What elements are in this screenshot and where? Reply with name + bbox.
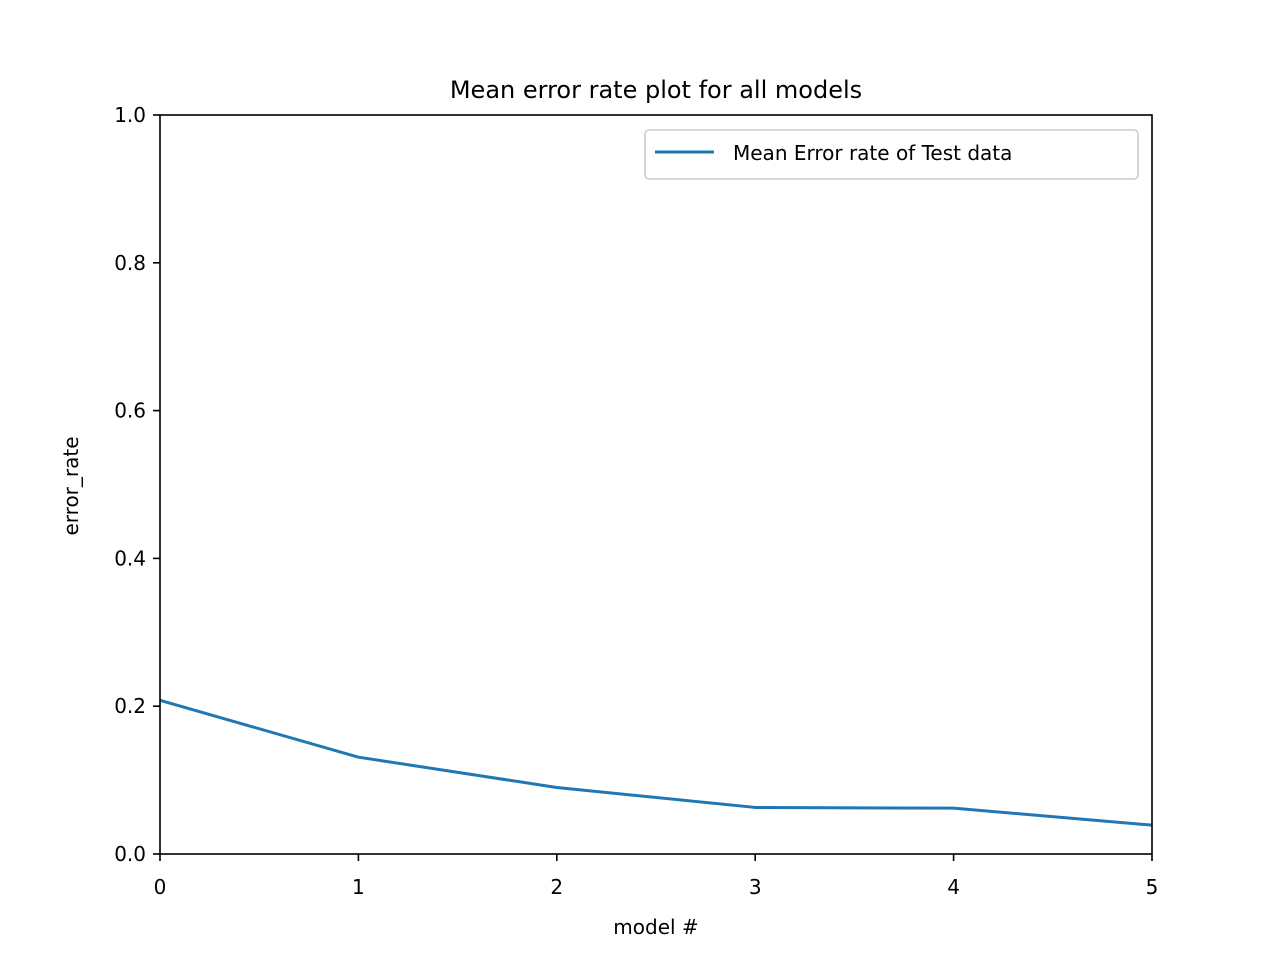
y-tick-label: 0.6 (114, 399, 146, 423)
x-tick-label: 4 (947, 875, 960, 899)
y-tick-label: 1.0 (114, 103, 146, 127)
x-tick-label: 3 (749, 875, 762, 899)
x-tick-label: 0 (154, 875, 167, 899)
x-axis: 0 1 2 3 4 5 (154, 854, 1159, 899)
y-tick-label: 0.4 (114, 546, 146, 570)
x-tick-label: 1 (352, 875, 365, 899)
x-axis-label: model # (613, 915, 698, 939)
chart-title: Mean error rate plot for all models (450, 76, 862, 104)
y-tick-label: 0.2 (114, 694, 146, 718)
y-tick-label: 0.8 (114, 251, 146, 275)
axes-frame (159, 114, 1153, 855)
plot-area (159, 698, 1153, 827)
series-line-0 (159, 698, 1153, 827)
y-tick-label: 0.0 (114, 842, 146, 866)
x-tick-label: 2 (550, 875, 563, 899)
legend: Mean Error rate of Test data (644, 129, 1139, 180)
legend-box (644, 129, 1139, 180)
y-axis: 0.0 0.2 0.4 0.6 0.8 1.0 (114, 103, 160, 866)
x-tick-label: 5 (1146, 875, 1159, 899)
y-axis-label: error_rate (59, 436, 83, 535)
legend-label: Mean Error rate of Test data (733, 141, 1012, 165)
